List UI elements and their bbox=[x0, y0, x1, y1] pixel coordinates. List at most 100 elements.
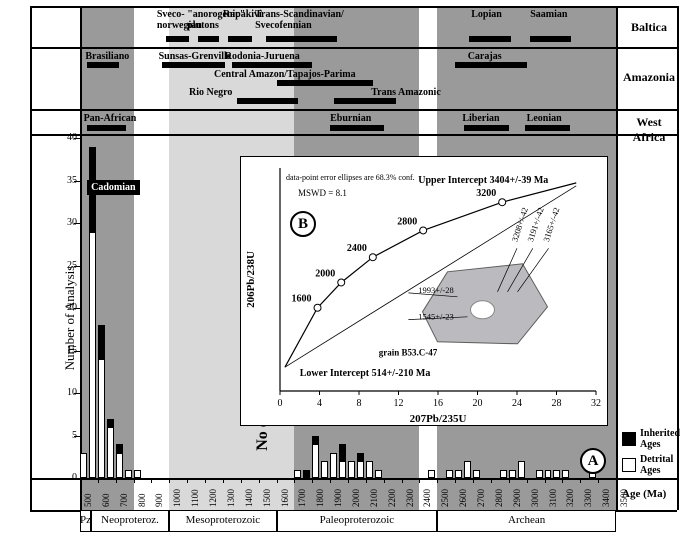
x-tick-label: 2100 bbox=[369, 489, 379, 507]
svg-text:Upper Intercept 3404+/-39 Ma: Upper Intercept 3404+/-39 Ma bbox=[418, 175, 548, 186]
divider-line bbox=[30, 47, 677, 49]
x-tick-label: 1700 bbox=[297, 489, 307, 507]
era-band bbox=[134, 6, 170, 510]
svg-text:16: 16 bbox=[433, 398, 443, 409]
histogram-bar-detrital bbox=[366, 461, 373, 478]
x-tick bbox=[348, 478, 349, 483]
event-label: Saamian bbox=[530, 9, 567, 20]
x-tick-label: 3200 bbox=[565, 489, 575, 507]
era-label: Mesoproterozoic bbox=[169, 514, 276, 526]
x-tick bbox=[330, 478, 331, 483]
x-tick bbox=[437, 478, 438, 483]
inset-svg: 048121620242832207Pb/235U206Pb/238U16002… bbox=[240, 156, 608, 426]
event-label: Central Amazon/Tapajos-Parima bbox=[214, 69, 356, 80]
x-tick bbox=[312, 478, 313, 483]
event-label: Lopian bbox=[471, 9, 502, 20]
x-tick-label: 3100 bbox=[548, 489, 558, 507]
x-axis-label: Age (Ma) bbox=[622, 488, 666, 500]
histogram-bar-detrital bbox=[562, 470, 569, 479]
svg-text:1600: 1600 bbox=[292, 294, 312, 305]
x-tick bbox=[294, 478, 295, 483]
x-tick bbox=[98, 478, 99, 483]
region-label: Amazonia bbox=[620, 70, 678, 85]
svg-text:2800: 2800 bbox=[397, 216, 417, 227]
histogram-bar-detrital bbox=[321, 461, 328, 478]
legend-swatch-detrital bbox=[622, 458, 636, 472]
divider-line bbox=[30, 134, 677, 136]
x-tick bbox=[116, 478, 117, 483]
x-tick-label: 1500 bbox=[262, 489, 272, 507]
histogram-bar-detrital bbox=[348, 461, 355, 478]
legend-label-inherited: InheritedAges bbox=[640, 428, 680, 450]
x-tick-label: 1000 bbox=[172, 489, 182, 507]
x-tick-label: 1800 bbox=[315, 489, 325, 507]
histogram-bar-detrital bbox=[446, 470, 453, 479]
x-tick bbox=[455, 478, 456, 483]
x-tick bbox=[80, 478, 81, 483]
x-tick-label: 1100 bbox=[190, 489, 200, 507]
event-bar bbox=[530, 36, 571, 42]
histogram-bar-inherited bbox=[312, 436, 319, 445]
divider-line bbox=[30, 6, 677, 8]
x-tick-label: 800 bbox=[137, 494, 147, 508]
event-bar bbox=[198, 36, 219, 42]
histogram-bar-detrital bbox=[545, 470, 552, 479]
histogram-bar-detrital bbox=[125, 470, 132, 479]
x-tick-label: 3400 bbox=[601, 489, 611, 507]
event-label: Pan-African bbox=[84, 113, 137, 124]
frame-line bbox=[30, 6, 32, 510]
histogram-bar-detrital bbox=[134, 470, 141, 479]
era-label: Neoproteroz. bbox=[91, 514, 170, 526]
cadomian-label: Cadomian bbox=[87, 180, 139, 195]
x-tick bbox=[598, 478, 599, 483]
event-label: Brasiliano bbox=[85, 51, 129, 62]
x-tick bbox=[580, 478, 581, 483]
x-tick bbox=[187, 478, 188, 483]
histogram-bar-detrital bbox=[116, 453, 123, 479]
event-label: Rio Negro bbox=[189, 87, 232, 98]
x-tick-label: 1200 bbox=[208, 489, 218, 507]
histogram-bar-inherited bbox=[116, 444, 123, 453]
x-tick bbox=[223, 478, 224, 483]
histogram-bar-detrital bbox=[536, 470, 543, 479]
x-tick-label: 700 bbox=[119, 494, 129, 508]
histogram-bar-inherited bbox=[339, 444, 346, 461]
x-tick-label: 1300 bbox=[226, 489, 236, 507]
x-tick-label: 2600 bbox=[458, 489, 468, 507]
event-label: Leonian bbox=[527, 113, 562, 124]
y-tick-label: 35 bbox=[67, 175, 77, 186]
x-tick bbox=[419, 478, 420, 483]
event-label: Carajas bbox=[468, 51, 502, 62]
region-label: West Africa bbox=[620, 115, 678, 145]
event-bar bbox=[277, 80, 373, 86]
x-tick bbox=[277, 478, 278, 483]
event-bar bbox=[87, 125, 126, 131]
x-tick bbox=[545, 478, 546, 483]
y-tick-label: 40 bbox=[67, 132, 77, 143]
svg-text:MSWD = 8.1: MSWD = 8.1 bbox=[298, 188, 347, 198]
x-tick bbox=[562, 478, 563, 483]
divider-line bbox=[30, 109, 677, 111]
x-tick-label: 2400 bbox=[422, 489, 432, 507]
x-tick-label: 2200 bbox=[387, 489, 397, 507]
event-bar bbox=[469, 36, 510, 42]
x-tick-label: 2700 bbox=[476, 489, 486, 507]
x-tick bbox=[205, 478, 206, 483]
svg-text:2400: 2400 bbox=[347, 243, 367, 254]
x-tick bbox=[509, 478, 510, 483]
histogram-bar-detrital bbox=[473, 470, 480, 479]
svg-text:12: 12 bbox=[394, 398, 404, 409]
histogram-bar-detrital bbox=[107, 427, 114, 478]
histogram-bar-detrital bbox=[428, 470, 435, 479]
legend-label-detrital: DetritalAges bbox=[640, 454, 673, 476]
event-bar bbox=[228, 36, 251, 42]
svg-text:32: 32 bbox=[591, 398, 601, 409]
x-tick bbox=[134, 478, 135, 483]
event-bar bbox=[455, 62, 526, 68]
event-bar bbox=[330, 125, 384, 131]
histogram-bar-detrital bbox=[375, 470, 382, 479]
x-tick-label: 2800 bbox=[494, 489, 504, 507]
histogram-bar-inherited bbox=[107, 419, 114, 428]
y-tick-label: 0 bbox=[72, 472, 77, 483]
event-label: Rodonia-Juruena bbox=[225, 51, 300, 62]
